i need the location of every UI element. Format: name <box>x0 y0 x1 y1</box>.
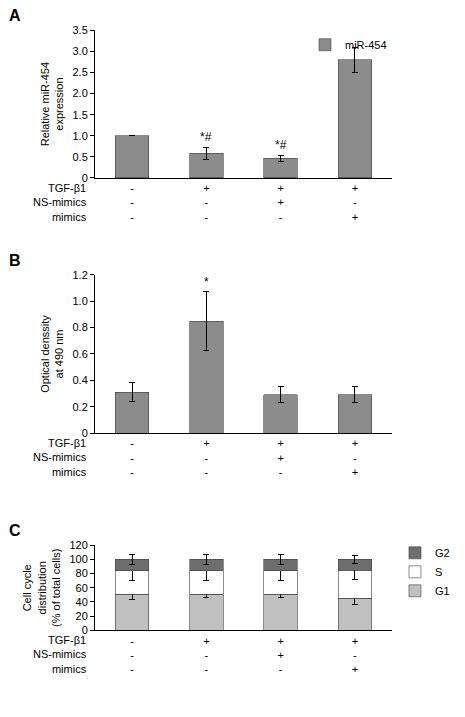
svg-text:*#: *# <box>275 138 287 152</box>
svg-text:1.5: 1.5 <box>73 109 88 121</box>
svg-text:0.4: 0.4 <box>73 374 88 386</box>
svg-text:Cell cycledistribution(% of to: Cell cycledistribution(% of total cells) <box>21 549 62 627</box>
svg-text:100: 100 <box>69 553 87 565</box>
svg-text:0.8: 0.8 <box>73 321 88 333</box>
svg-text:3.5: 3.5 <box>73 24 88 36</box>
svg-text:0: 0 <box>82 624 88 636</box>
svg-text:*: * <box>204 275 209 289</box>
svg-text:1.0: 1.0 <box>73 295 88 307</box>
svg-text:TGF-β1NS-mimicsmimics: TGF-β1NS-mimicsmimics <box>33 437 87 478</box>
svg-text:0.2: 0.2 <box>73 401 88 413</box>
svg-text:0.6: 0.6 <box>73 348 88 360</box>
svg-text:G2: G2 <box>435 547 450 559</box>
svg-text:++-: ++- <box>277 437 283 478</box>
svg-text:2.5: 2.5 <box>73 66 88 78</box>
svg-text:+-+: +-+ <box>352 182 358 223</box>
svg-text:+-+: +-+ <box>352 437 358 478</box>
svg-text:60: 60 <box>76 582 88 594</box>
svg-text:TGF-β1NS-mimicsmimics: TGF-β1NS-mimicsmimics <box>33 634 87 675</box>
svg-text:B: B <box>9 252 21 269</box>
svg-text:3.0: 3.0 <box>73 45 88 57</box>
svg-text:1.2: 1.2 <box>73 269 88 281</box>
svg-text:C: C <box>9 522 21 539</box>
svg-text:0: 0 <box>82 427 88 439</box>
svg-text:+-+: +-+ <box>352 635 358 676</box>
svg-text:+--: +-- <box>203 437 209 478</box>
svg-text:S: S <box>435 566 442 578</box>
svg-text:A: A <box>9 7 21 24</box>
svg-text:TGF-β1NS-mimicsmimics: TGF-β1NS-mimicsmimics <box>33 182 87 223</box>
svg-text:++-: ++- <box>277 182 283 223</box>
svg-text:+--: +-- <box>203 635 209 676</box>
svg-text:80: 80 <box>76 567 88 579</box>
svg-text:---: --- <box>130 437 134 478</box>
svg-text:+--: +-- <box>203 182 209 223</box>
svg-text:---: --- <box>130 182 134 223</box>
svg-text:++-: ++- <box>277 635 283 676</box>
svg-text:1.0: 1.0 <box>73 130 88 142</box>
svg-text:0.5: 0.5 <box>73 151 88 163</box>
svg-text:*#: *# <box>200 130 212 144</box>
svg-text:120: 120 <box>69 539 87 551</box>
svg-text:G1: G1 <box>435 585 450 597</box>
svg-text:miR-454: miR-454 <box>345 39 387 51</box>
svg-text:0: 0 <box>82 172 88 184</box>
svg-text:---: --- <box>130 635 134 676</box>
svg-text:40: 40 <box>76 596 88 608</box>
svg-text:2.0: 2.0 <box>73 87 88 99</box>
svg-text:Optical denssityat 490 nm: Optical denssityat 490 nm <box>39 315 65 393</box>
svg-text:Relative miR-454expression: Relative miR-454expression <box>39 62 65 146</box>
svg-text:20: 20 <box>76 610 88 622</box>
